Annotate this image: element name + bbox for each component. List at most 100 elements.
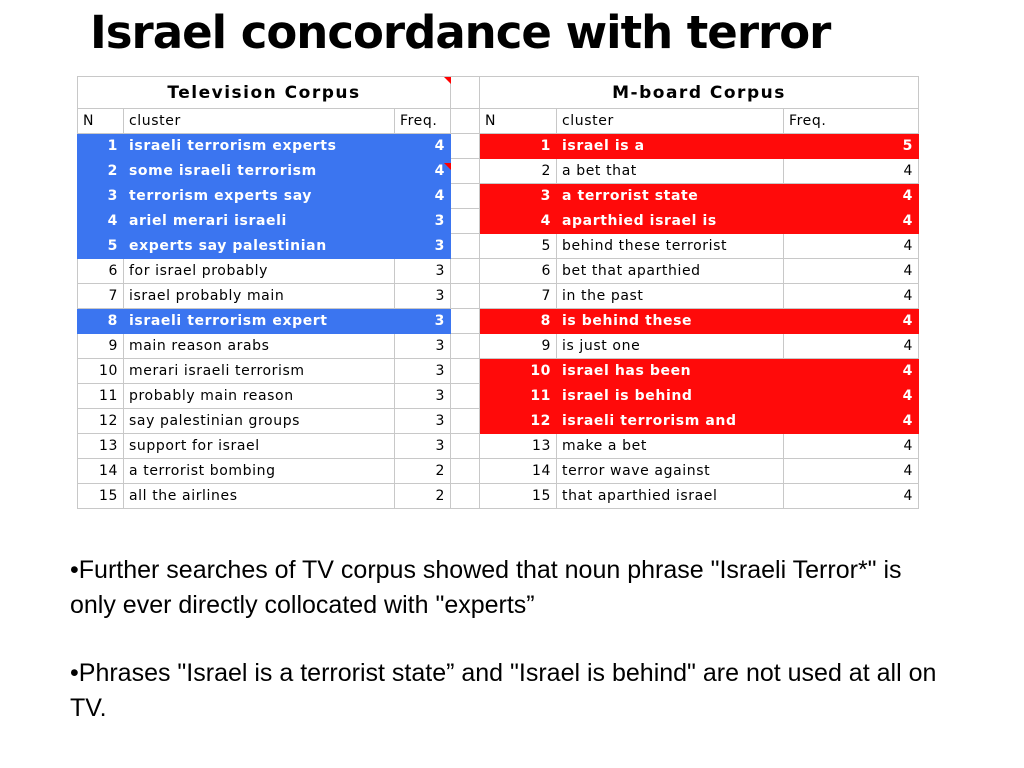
mboard-cluster-cell: a bet that [556,158,784,184]
tv-col-n-header: N [77,108,124,134]
mboard-cluster-cell: behind these terrorist [556,233,784,259]
bullet-icon: • [70,556,79,584]
table-row: 3 terrorism experts say 4 3 a terrorist stat… [77,183,919,209]
mboard-n-cell: 3 [479,183,557,209]
mboard-freq-cell: 4 [783,258,919,284]
mboard-cluster-cell: israel is behind [556,383,784,409]
separator-cell [450,458,480,484]
comment-marker-icon [444,77,451,84]
notes: •Further searches of TV corpus showed th… [70,553,950,726]
tv-n-cell: 15 [77,483,124,509]
tv-freq-cell: 4 [394,158,451,184]
tv-cluster-cell: a terrorist bombing [123,458,395,484]
mboard-freq-cell: 4 [783,158,919,184]
separator-cell [450,308,480,334]
tv-n-cell: 8 [77,308,124,334]
table-row: 14 a terrorist bombing 2 14 terror wave agai… [77,458,919,484]
tv-cluster-cell: terrorism experts say [123,183,395,209]
tv-cluster-cell: say palestinian groups [123,408,395,434]
mboard-freq-cell: 4 [783,233,919,259]
mboard-cluster-cell: israel is a [556,133,784,159]
bullet-icon: • [70,659,79,687]
mboard-cluster-cell: is just one [556,333,784,359]
tv-n-cell: 2 [77,158,124,184]
separator-cell [450,433,480,459]
tv-freq-cell: 3 [394,208,451,234]
separator-cell [450,258,480,284]
separator-cell [450,358,480,384]
table-row: 7 israel probably main 3 7 in the past 4 [77,283,919,309]
mboard-n-cell: 12 [479,408,557,434]
separator-cell [450,76,480,109]
bullet-point: •Further searches of TV corpus showed th… [70,553,950,623]
tv-cluster-cell: some israeli terrorism [123,158,395,184]
tv-cluster-cell: israeli terrorism experts [123,133,395,159]
corpus-heading-row: Television Corpus M-board Corpus [77,76,919,109]
mboard-cluster-cell: a terrorist state [556,183,784,209]
tv-freq-cell: 3 [394,433,451,459]
mboard-cluster-cell: bet that aparthied [556,258,784,284]
tv-cluster-cell: israel probably main [123,283,395,309]
mboard-cluster-cell: israel has been [556,358,784,384]
mboard-cluster-cell: terror wave against [556,458,784,484]
tv-cluster-cell: ariel merari israeli [123,208,395,234]
tv-n-cell: 3 [77,183,124,209]
tv-cluster-cell: experts say palestinian [123,233,395,259]
tv-col-cluster-header: cluster [123,108,395,134]
mboard-freq-cell: 4 [783,483,919,509]
bullet-text: Phrases "Israel is a terrorist state” an… [70,659,937,722]
table-row: 13 support for israel 3 13 make a bet 4 [77,433,919,459]
tv-cluster-cell: israeli terrorism expert [123,308,395,334]
tv-n-cell: 9 [77,333,124,359]
separator-cell [450,183,480,209]
tv-n-cell: 11 [77,383,124,409]
separator-cell [450,108,480,134]
table-row: 5 experts say palestinian 3 5 behind these t… [77,233,919,259]
mboard-cluster-cell: make a bet [556,433,784,459]
comment-marker-icon [444,163,451,170]
tv-freq-cell: 4 [394,133,451,159]
mboard-n-cell: 6 [479,258,557,284]
mboard-n-cell: 7 [479,283,557,309]
mboard-n-cell: 9 [479,333,557,359]
tv-freq-cell: 2 [394,458,451,484]
table-row: 12 say palestinian groups 3 12 israeli terro… [77,408,919,434]
mboard-col-cluster-header: cluster [556,108,784,134]
separator-cell [450,133,480,159]
tv-freq-cell: 3 [394,308,451,334]
separator-cell [450,383,480,409]
mboard-freq-cell: 5 [783,133,919,159]
tv-freq-cell: 2 [394,483,451,509]
mboard-cluster-cell: in the past [556,283,784,309]
tv-freq-cell: 3 [394,233,451,259]
mboard-corpus-heading: M-board Corpus [479,76,919,109]
tv-cluster-cell: all the airlines [123,483,395,509]
tv-freq-cell: 3 [394,258,451,284]
slide-title: Israel concordance with terror [90,6,831,59]
tv-corpus-heading: Television Corpus [77,76,451,109]
mboard-freq-cell: 4 [783,308,919,334]
table-row: 11 probably main reason 3 11 israel is behin… [77,383,919,409]
bullet-text: Further searches of TV corpus showed tha… [70,556,902,619]
mboard-cluster-cell: aparthied israel is [556,208,784,234]
mboard-freq-cell: 4 [783,283,919,309]
tv-freq-cell: 3 [394,358,451,384]
tv-cluster-cell: merari israeli terrorism [123,358,395,384]
table-row: 15 all the airlines 2 15 that aparthied isra… [77,483,919,509]
mboard-n-cell: 10 [479,358,557,384]
concordance-table: Television Corpus M-board Corpus N clust… [77,76,919,509]
tv-n-cell: 1 [77,133,124,159]
separator-cell [450,283,480,309]
bullet-point: •Phrases "Israel is a terrorist state” a… [70,656,950,726]
separator-cell [450,408,480,434]
mboard-cluster-cell: israeli terrorism and [556,408,784,434]
table-row: 10 merari israeli terrorism 3 10 israel has … [77,358,919,384]
tv-n-cell: 13 [77,433,124,459]
tv-n-cell: 6 [77,258,124,284]
mboard-n-cell: 13 [479,433,557,459]
tv-cluster-cell: main reason arabs [123,333,395,359]
mboard-n-cell: 5 [479,233,557,259]
tv-n-cell: 7 [77,283,124,309]
mboard-cluster-cell: that aparthied israel [556,483,784,509]
